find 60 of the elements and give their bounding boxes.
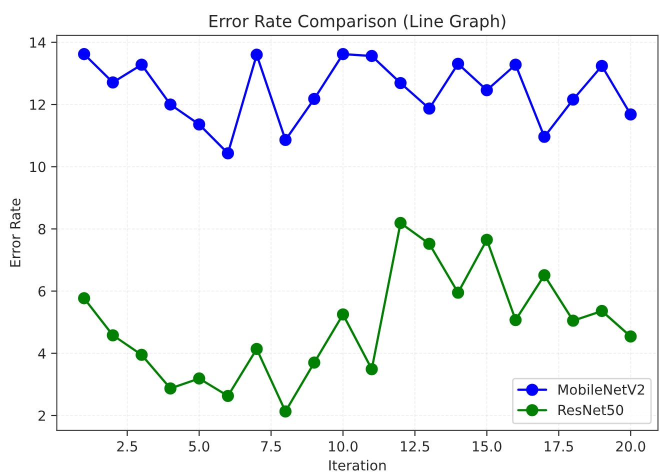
x-tick-label: 7.5	[261, 441, 281, 452]
point	[336, 308, 350, 321]
y-tick-label: 12	[30, 99, 45, 110]
point	[366, 50, 378, 62]
point	[596, 60, 608, 72]
y-tick-label: 6	[38, 286, 46, 297]
point	[136, 58, 148, 71]
point	[164, 382, 176, 395]
point	[423, 238, 436, 250]
point	[308, 92, 320, 105]
x-tick-label: 20.0	[616, 441, 646, 452]
y-tick-label: 10	[30, 162, 46, 172]
y-tick-label: 14	[30, 37, 46, 48]
point	[538, 269, 550, 282]
legend-label: MobileNetV2	[558, 384, 644, 395]
point	[510, 58, 522, 71]
point	[394, 76, 407, 90]
x-tick-label: 10.0	[329, 441, 358, 452]
x-tick-label: 15.0	[472, 441, 502, 452]
point	[308, 356, 320, 369]
y-tick-label: 4	[38, 348, 46, 359]
point	[423, 102, 436, 115]
x-axis-title: Iteration	[329, 460, 386, 471]
point	[164, 98, 176, 111]
point	[250, 48, 263, 61]
point	[596, 304, 608, 318]
point	[336, 48, 350, 60]
point	[279, 405, 292, 418]
point	[624, 330, 637, 343]
point	[250, 342, 263, 356]
point	[624, 108, 637, 121]
point	[78, 48, 90, 60]
point	[106, 76, 119, 89]
x-tick-label: 5.0	[189, 441, 210, 452]
point	[567, 93, 580, 106]
point	[136, 348, 148, 361]
point	[279, 134, 292, 146]
point	[222, 147, 234, 160]
point	[394, 216, 407, 230]
x-tick-label: 17.5	[544, 441, 573, 452]
x-tick-label: 2.5	[117, 441, 138, 452]
y-axis-title: Error Rate	[10, 198, 20, 267]
point	[78, 292, 90, 304]
y-tick-label: 8	[38, 224, 46, 234]
chart-title: Error Rate Comparison (Line Graph)	[210, 14, 506, 31]
point	[106, 329, 119, 342]
point	[567, 314, 580, 327]
point	[480, 234, 493, 246]
point	[452, 286, 464, 299]
point	[480, 84, 493, 96]
point	[222, 390, 234, 402]
point	[193, 118, 206, 130]
y-tick-label: 2	[38, 410, 45, 421]
point	[366, 363, 378, 376]
point	[193, 372, 206, 385]
point	[452, 58, 464, 70]
x-tick-label: 12.5	[400, 441, 430, 452]
point	[538, 130, 550, 143]
legend-label: ResNet50	[558, 404, 624, 416]
point	[510, 314, 522, 326]
